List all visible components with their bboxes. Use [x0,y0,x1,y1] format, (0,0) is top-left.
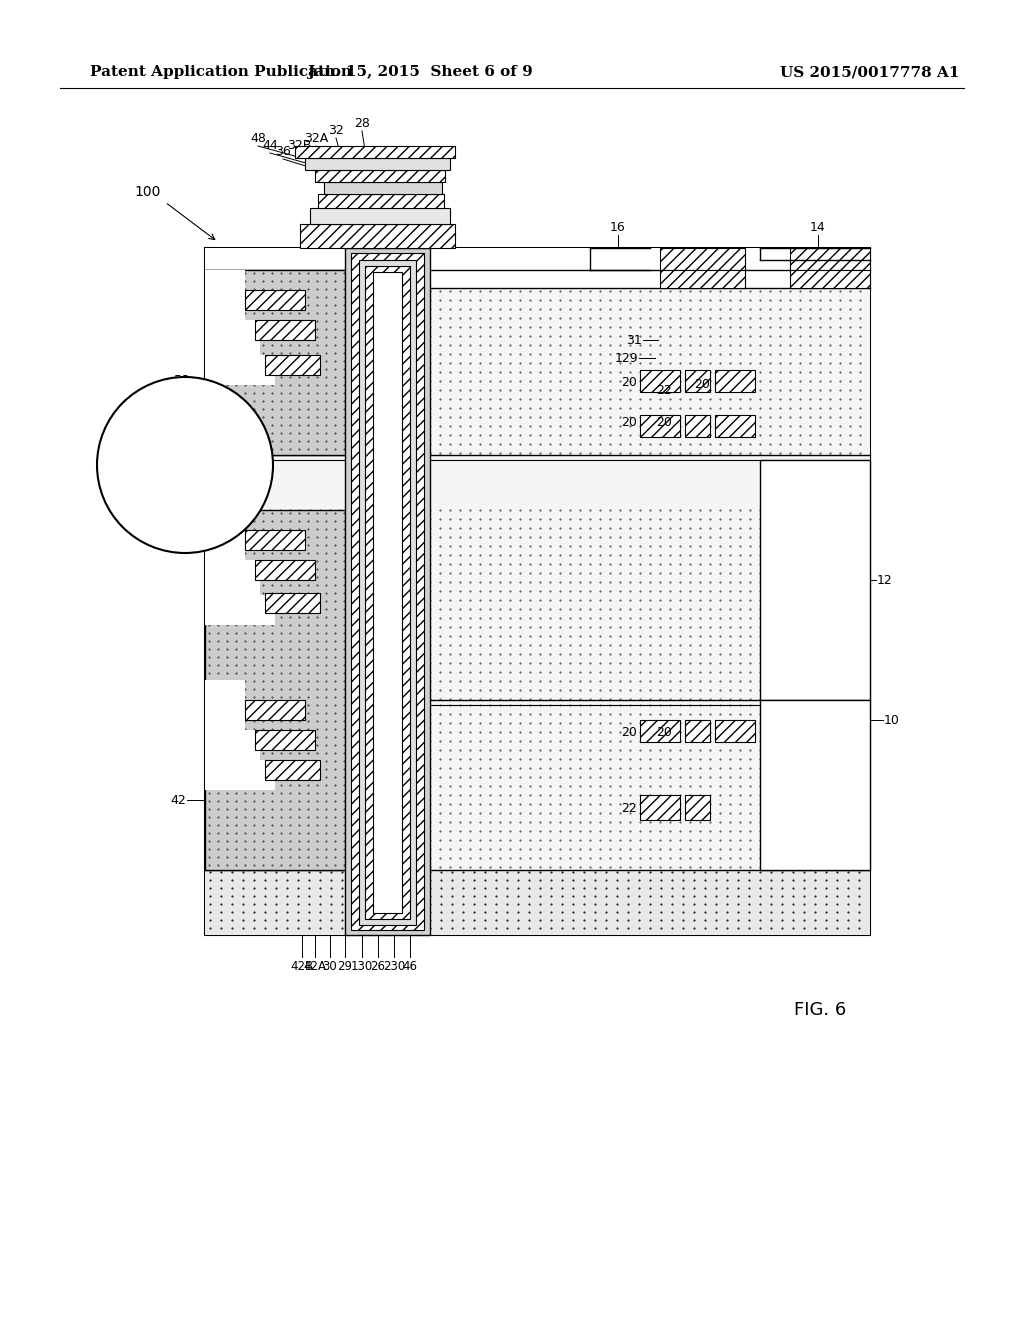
Text: 130: 130 [351,960,373,973]
Bar [373,272,402,913]
Text: 20: 20 [622,726,637,739]
Bar [205,680,245,730]
Bar [265,355,319,375]
Bar [205,560,260,595]
Text: 29: 29 [338,960,352,973]
Bar [715,414,755,437]
Bar [790,248,870,271]
Bar [205,355,275,385]
Bar [660,271,745,288]
Bar [205,271,350,455]
Text: 20: 20 [622,376,637,389]
Text: 14: 14 [810,220,826,234]
Text: 20: 20 [622,417,637,429]
Bar [685,414,710,437]
Bar [359,260,416,925]
Text: 50: 50 [177,454,193,466]
Bar [640,370,680,392]
Text: 20: 20 [694,379,710,392]
Text: 48: 48 [250,132,266,145]
Bar [315,170,445,182]
Bar [205,748,870,935]
Bar [245,290,305,310]
Bar [205,288,870,508]
Bar [345,248,430,935]
Text: 10: 10 [884,714,900,726]
Text: 32: 32 [328,124,344,137]
Bar [640,719,680,742]
Bar [205,508,870,748]
Text: 22: 22 [622,801,637,814]
Text: 16: 16 [610,220,626,234]
Bar [205,510,245,560]
Bar [790,271,870,288]
Bar [310,209,450,224]
Text: 22: 22 [656,384,672,396]
Text: 12: 12 [877,573,893,586]
Text: 42A: 42A [303,960,327,973]
Bar [245,700,305,719]
Bar [685,370,710,392]
Bar [255,730,315,750]
Bar [640,414,680,437]
Bar [715,370,755,392]
Bar [255,319,315,341]
Bar [205,870,870,935]
Text: 36: 36 [275,145,291,158]
Text: 52: 52 [174,374,190,387]
Bar [205,271,870,288]
Text: FIG. 6: FIG. 6 [794,1001,846,1019]
Bar [351,253,424,931]
Bar [300,224,455,248]
Bar [205,248,870,935]
Text: Patent Application Publication: Patent Application Publication [90,65,352,79]
Bar [245,531,305,550]
Text: Jan. 15, 2015  Sheet 6 of 9: Jan. 15, 2015 Sheet 6 of 9 [307,65,532,79]
Bar [265,760,319,780]
Bar [318,194,444,209]
Text: 26: 26 [371,960,385,973]
Text: 32A: 32A [304,132,328,145]
Bar [205,271,245,319]
Bar [205,595,275,624]
Bar [305,158,450,170]
Text: 30: 30 [323,960,337,973]
Bar [265,593,319,612]
Bar [205,760,275,789]
Text: 32B: 32B [287,139,311,152]
Bar [760,700,870,870]
Text: 31: 31 [627,334,642,346]
Bar [715,719,755,742]
Bar [640,795,680,820]
Text: 129: 129 [614,351,638,364]
Bar [685,719,710,742]
Bar [205,510,350,870]
Text: US 2015/0017778 A1: US 2015/0017778 A1 [780,65,959,79]
Bar [205,319,260,355]
Bar [205,248,870,271]
Text: 44: 44 [262,139,278,152]
Text: 46: 46 [402,960,418,973]
Text: 230: 230 [383,960,406,973]
Bar [660,248,745,271]
Bar [255,560,315,579]
Text: 100: 100 [135,185,161,199]
Text: 20: 20 [656,417,672,429]
Text: 42B: 42B [291,960,313,973]
Bar [295,147,455,158]
Text: 42: 42 [170,793,186,807]
Bar [760,459,870,700]
Circle shape [97,378,273,553]
Bar [205,730,260,766]
Text: 28: 28 [354,117,370,129]
Bar [324,182,442,194]
Bar [365,267,410,919]
Text: 20: 20 [656,726,672,739]
Bar [685,795,710,820]
